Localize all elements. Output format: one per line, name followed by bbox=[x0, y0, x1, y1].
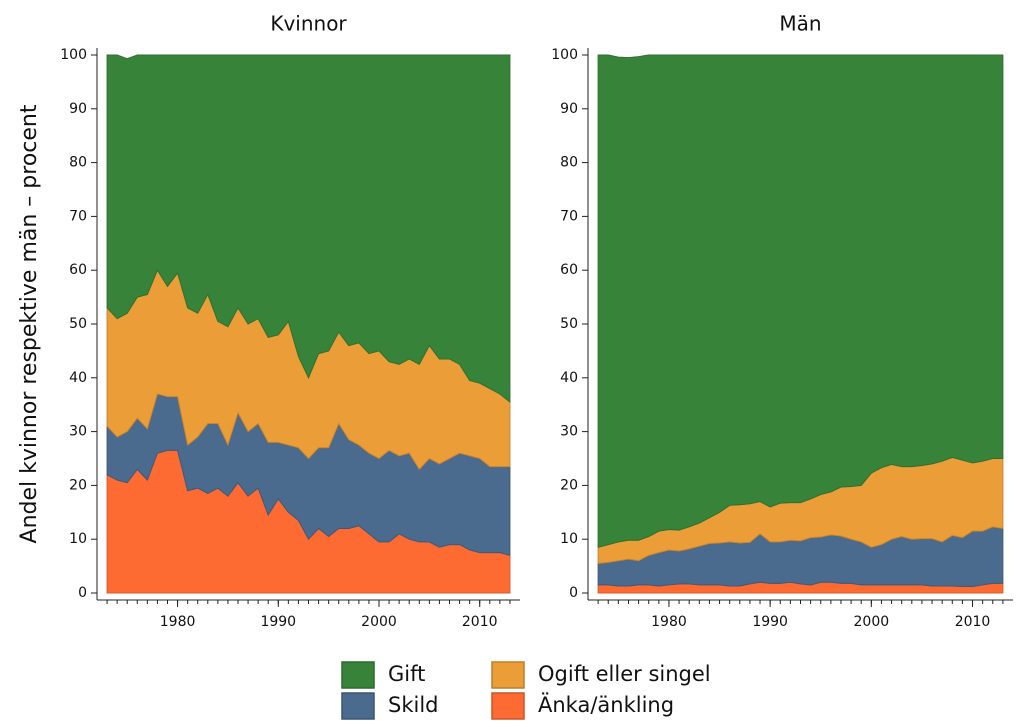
y-tick-label: 30 bbox=[560, 424, 578, 440]
y-tick-label: 60 bbox=[69, 262, 87, 278]
y-tick-label: 0 bbox=[78, 585, 87, 601]
y-tick-label: 40 bbox=[69, 370, 87, 386]
panel-title: Män bbox=[779, 12, 821, 36]
y-tick-label: 80 bbox=[560, 155, 578, 171]
x-tick-label: 2000 bbox=[854, 614, 890, 630]
legend-label: Skild bbox=[388, 693, 439, 717]
legend-label: Ogift eller singel bbox=[538, 662, 711, 686]
y-tick-label: 50 bbox=[560, 316, 578, 332]
legend-swatch bbox=[341, 661, 375, 689]
y-tick-label: 70 bbox=[69, 208, 87, 224]
panel-title: Kvinnor bbox=[270, 12, 347, 36]
x-tick-label: 2010 bbox=[955, 614, 991, 630]
y-tick-label: 10 bbox=[560, 531, 578, 547]
y-tick-label: 50 bbox=[69, 316, 87, 332]
y-tick-label: 100 bbox=[551, 47, 578, 63]
y-tick-label: 20 bbox=[560, 477, 578, 493]
y-axis-label: Andel kvinnor respektive män – procent bbox=[17, 104, 42, 543]
y-tick-label: 40 bbox=[560, 370, 578, 386]
x-tick-label: 1990 bbox=[752, 614, 788, 630]
y-tick-label: 60 bbox=[560, 262, 578, 278]
legend-swatch bbox=[491, 661, 525, 689]
legend-label: Gift bbox=[388, 662, 425, 686]
y-tick-label: 30 bbox=[69, 424, 87, 440]
y-tick-label: 10 bbox=[69, 531, 87, 547]
x-tick-label: 1980 bbox=[651, 614, 687, 630]
x-tick-label: 1980 bbox=[160, 614, 196, 630]
y-tick-label: 20 bbox=[69, 477, 87, 493]
area bbox=[106, 54, 511, 404]
legend-swatch bbox=[491, 692, 525, 720]
y-tick-label: 70 bbox=[560, 208, 578, 224]
x-tick-label: 1990 bbox=[260, 614, 296, 630]
y-tick-label: 100 bbox=[60, 47, 87, 63]
x-tick-label: 2010 bbox=[462, 614, 498, 630]
y-tick-label: 90 bbox=[69, 101, 87, 117]
y-tick-label: 0 bbox=[569, 585, 578, 601]
legend-label: Änka/änkling bbox=[538, 692, 674, 717]
legend-swatch bbox=[341, 692, 375, 720]
x-tick-label: 2000 bbox=[361, 614, 397, 630]
y-tick-label: 80 bbox=[69, 155, 87, 171]
y-tick-label: 90 bbox=[560, 101, 578, 117]
area bbox=[597, 54, 1004, 548]
